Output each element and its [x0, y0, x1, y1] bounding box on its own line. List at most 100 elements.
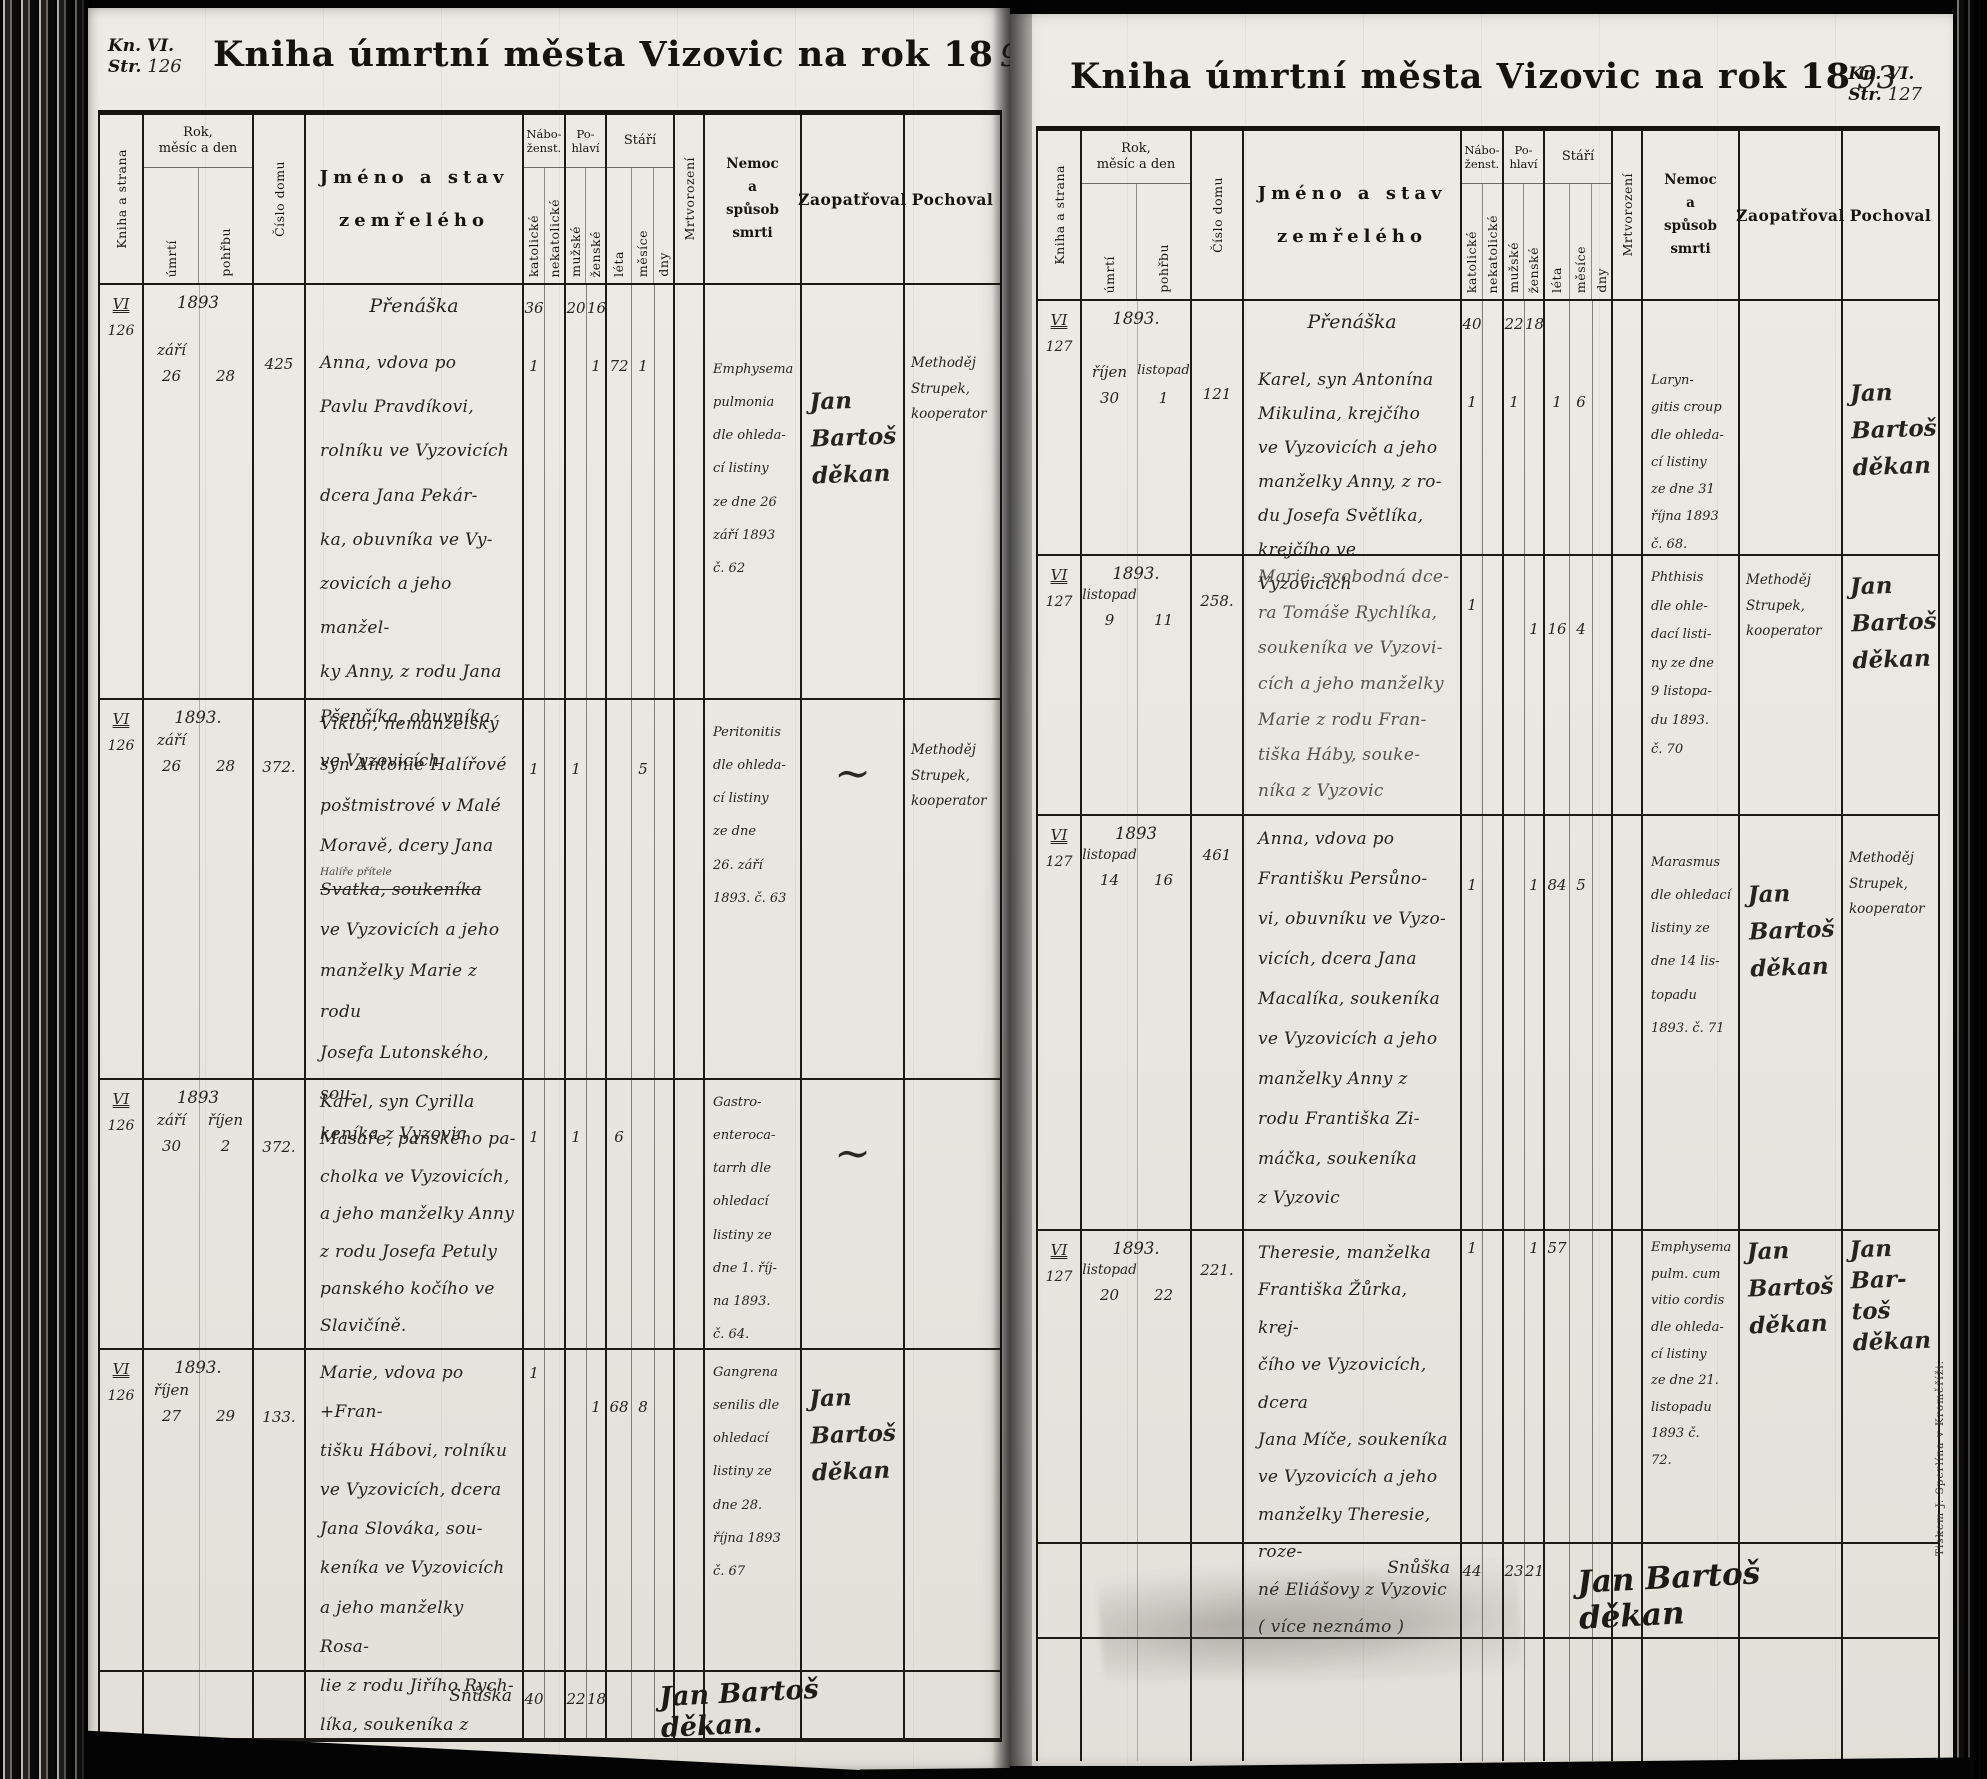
book-number: Kn. VI.	[1848, 64, 1915, 84]
cell-nekatolicke	[545, 1672, 566, 1738]
cell-muzske: 22	[566, 1672, 587, 1738]
register-entry: VI 126 1893. září 26 28 372. Viktor, neman…	[100, 700, 1000, 1144]
cell-pochoval: Methoděj Strupek, kooperator	[911, 742, 987, 810]
cell-nekatolicke	[1483, 359, 1504, 554]
cell-mrtvorozeni	[1613, 1231, 1643, 1542]
cell-zaopatroval	[802, 1672, 905, 1738]
cell-zaopatroval: ~	[802, 1080, 905, 1348]
register-table-left: Kniha a strana Rok, měsíc a den úmrtí po…	[98, 110, 1002, 1774]
cell-leta: 57	[1545, 1231, 1570, 1542]
cell-nekatolicke	[1483, 1231, 1504, 1542]
cell-dny	[1593, 816, 1613, 1229]
page-number: Str. 126	[108, 56, 182, 78]
register-entry: VI 126 1893. říjen 27 29 133. Marie, vdova…	[100, 1350, 1000, 1774]
cell-zenske: 1	[1525, 556, 1545, 814]
cell-katolicke: 1	[1462, 1231, 1483, 1542]
cell-datum: 1893 listopad 14 16	[1082, 816, 1192, 1229]
cell-pochoval	[905, 285, 1000, 337]
cell-cislo-domu	[254, 285, 306, 337]
cell-nekatolicke	[1483, 556, 1504, 814]
cell-mesice: 4	[1570, 556, 1593, 814]
cell-leta	[1545, 1544, 1570, 1637]
cell-katolicke: 1	[1462, 359, 1483, 554]
cell-cislo-domu	[1192, 301, 1244, 359]
col-muzske: mužské	[566, 168, 587, 283]
col-pohrbu: pohřbu	[1156, 244, 1172, 293]
col-mesice: měsíce	[632, 168, 655, 283]
cell-pochoval	[1843, 301, 1938, 359]
sum-label: Snůška	[306, 1672, 524, 1738]
cell-leta	[607, 700, 632, 1078]
cell-kniha-strana: VI 127	[1038, 301, 1082, 359]
cell-zenske: 16	[587, 285, 607, 337]
col-katolicke: katolické	[1462, 184, 1483, 299]
cell-nemoc: Emphysema pulmonia dle ohleda- cí listin…	[705, 337, 802, 698]
cell-nemoc: Phthisis dle ohle- dací listi- ny ze dne…	[1643, 556, 1740, 814]
cell-kniha-strana: VI 127	[1038, 816, 1082, 1229]
cell-muzske	[1504, 816, 1525, 1229]
col-rok-mesic-den: Rok, měsíc a den úmrtí pohřbu	[144, 115, 254, 283]
col-pohrbu: pohřbu	[218, 228, 234, 277]
cell-mrtvorozeni	[675, 285, 705, 337]
cell-mrtvorozeni	[675, 1672, 705, 1738]
cell-mrtvorozeni	[1613, 1544, 1643, 1637]
transfer-label: Přenáška	[1244, 301, 1462, 359]
cell-datum: 1893. září 26 28	[144, 700, 254, 1078]
cell-datum: 1893. listopad 20 22	[1082, 1231, 1192, 1542]
table-header: Kniha a strana Rok, měsíc a den úmrtí po…	[1038, 131, 1938, 301]
cell-nemoc: Laryn- gitis croup dle ohleda- cí listin…	[1643, 359, 1740, 554]
cell-nemoc: Peritonitis dle ohleda- cí listiny ze dn…	[705, 700, 802, 1078]
col-mrtvorozeni: Mrtvorození	[1613, 131, 1643, 299]
cell-zaopatroval: ~	[802, 700, 905, 1078]
col-stari: Stáří léta měsíce dny	[1545, 131, 1613, 299]
inline-correction-note: Halíře přítele	[320, 866, 392, 879]
cell-leta: 68	[607, 1350, 632, 1670]
dean-signature: Jan Bartoš děkan	[1576, 1555, 1762, 1637]
cell-nekatolicke	[545, 700, 566, 1078]
col-cislo-domu: Číslo domu	[254, 115, 306, 283]
col-umrti: úmrtí	[144, 168, 200, 283]
cell-zaopatroval	[802, 285, 905, 337]
ditto-mark: ~	[834, 1128, 871, 1179]
col-zaopatroval: Zaopatřoval	[1736, 131, 1844, 299]
page-title: Kniha úmrtní města Vizovic na rok 1893	[213, 34, 1039, 75]
col-nekatolicke: nekatolické	[1484, 214, 1500, 294]
col-mesice: měsíce	[1570, 184, 1593, 299]
cell-pochoval	[1843, 1544, 1938, 1637]
cell-katolicke: 1	[524, 1350, 545, 1670]
cell-nekatolicke	[545, 1350, 566, 1670]
col-nekatolicke: nekatolické	[546, 198, 562, 278]
cell-jmeno: Viktor, nemanželský syn Antonie Halířové…	[306, 700, 524, 1144]
col-nemoc: Nemoc a spůsob smrti	[705, 115, 802, 283]
cell-datum: 1893.	[1082, 301, 1192, 359]
book-spine	[992, 0, 1032, 1779]
cell-nemoc	[1643, 301, 1740, 359]
cell-kniha-strana	[1038, 1544, 1082, 1637]
register-table-right: Kniha a strana Rok, měsíc a den úmrtí po…	[1036, 126, 1940, 1761]
register-page-right: Kniha úmrtní města Vizovic na rok 18 93 K…	[1010, 14, 1962, 1766]
cell-zaopatroval: Jan Bartoš děkan	[802, 337, 905, 698]
cell-mrtvorozeni	[675, 700, 705, 1078]
cell-dny	[655, 1080, 675, 1348]
book-number: Kn. VI.	[108, 36, 175, 56]
col-leta: léta	[1545, 184, 1570, 299]
cell-leta: 1	[1545, 359, 1570, 554]
cell-mesice	[632, 1672, 655, 1738]
col-pohlavi: Po- hlaví mužské ženské	[1504, 131, 1545, 299]
cell-mesice	[632, 1080, 655, 1348]
cell-mrtvorozeni	[1613, 556, 1643, 814]
cell-kniha-strana: VI 126	[100, 1080, 144, 1348]
cell-zenske	[587, 700, 607, 1078]
register-entry: VI 127 1893. listopad 20 22 221. Theresie,…	[1038, 1231, 1938, 1637]
cell-dny	[1593, 556, 1613, 814]
cell-dny	[655, 1350, 675, 1670]
cell-zenske	[1525, 359, 1545, 554]
cell-zenske: 21	[1525, 1544, 1545, 1637]
cell-pochoval: Jan Bar- toš děkan	[1848, 1234, 1932, 1357]
cell-katolicke: 1	[524, 700, 545, 1078]
cell-muzske	[1504, 1231, 1525, 1542]
cell-kniha-strana: VI 127	[1038, 1231, 1082, 1542]
page-number: Str. 127	[1848, 84, 1922, 106]
cell-mesice: 8	[632, 1350, 655, 1670]
ditto-mark: ~	[834, 748, 871, 799]
